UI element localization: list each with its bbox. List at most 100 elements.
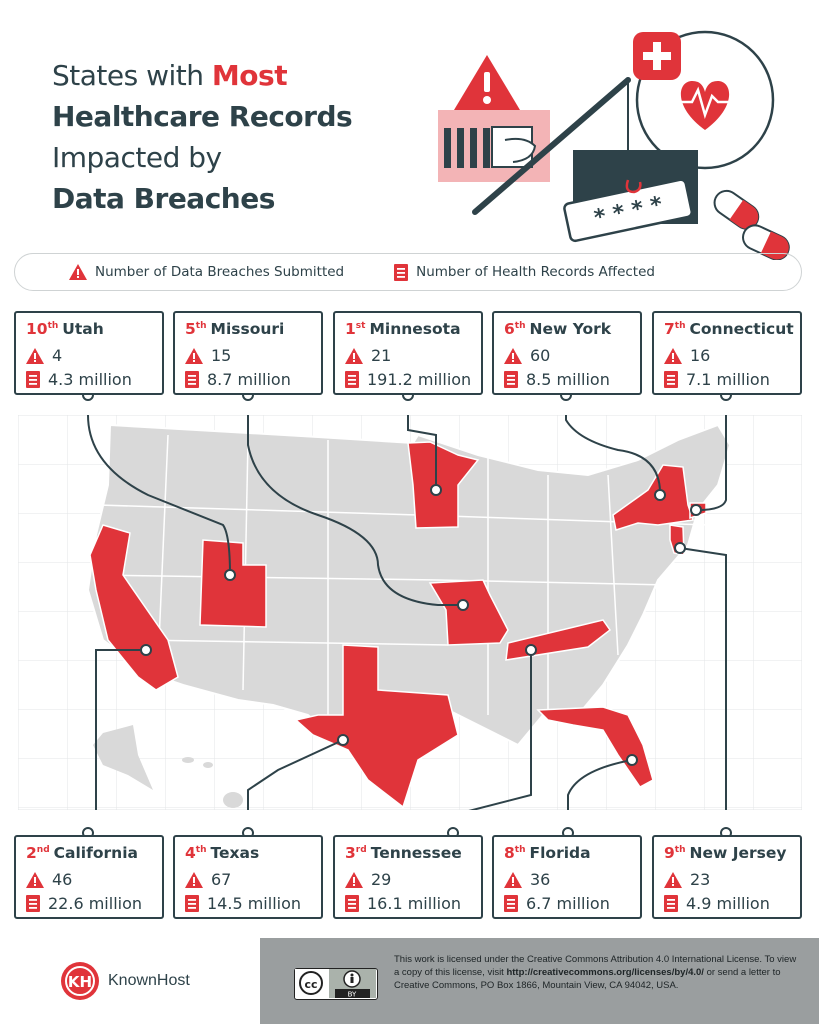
document-icon bbox=[394, 263, 409, 281]
us-map bbox=[18, 415, 802, 810]
legend-records-label: Number of Health Records Affected bbox=[416, 264, 655, 280]
cc-by-badge[interactable]: cc BY bbox=[294, 968, 378, 1000]
brand-logo[interactable]: KH KnownHost bbox=[60, 961, 190, 1001]
records-count: 4.9 million bbox=[686, 894, 770, 913]
document-icon bbox=[664, 371, 678, 388]
state-name: Texas bbox=[210, 844, 260, 862]
records-count: 8.7 million bbox=[207, 370, 291, 389]
warning-triangle-icon bbox=[69, 264, 87, 280]
legend: Number of Data Breaches Submitted Number… bbox=[14, 253, 802, 291]
warning-triangle-icon bbox=[26, 871, 44, 888]
rank-number: 2 bbox=[26, 844, 37, 862]
state-texas bbox=[294, 644, 459, 809]
license-line2: or send a letter to Creative Commons, PO… bbox=[394, 967, 781, 991]
state-missouri bbox=[428, 579, 509, 646]
breach-count: 23 bbox=[690, 870, 711, 889]
state-card-texas: 4th Texas 67 14.5 million bbox=[173, 835, 323, 919]
brand-name: KnownHost bbox=[108, 972, 190, 989]
warning-triangle-icon bbox=[664, 347, 682, 364]
legend-breaches-label: Number of Data Breaches Submitted bbox=[95, 264, 345, 280]
state-card-utah: 10th Utah 4 4.3 million bbox=[14, 311, 164, 395]
breach-count: 46 bbox=[52, 870, 73, 889]
state-name: Missouri bbox=[210, 320, 285, 338]
rank-number: 7 bbox=[664, 320, 675, 338]
rank-number: 1 bbox=[345, 320, 356, 338]
state-card-new-jersey: 9th New Jersey 23 4.9 million bbox=[652, 835, 802, 919]
state-name: Minnesota bbox=[369, 320, 461, 338]
state-florida bbox=[536, 706, 654, 788]
title-highlight: Most bbox=[211, 59, 288, 92]
rank-suffix: st bbox=[355, 321, 366, 331]
state-card-new-york: 6th New York 60 8.5 million bbox=[492, 311, 642, 395]
rank-suffix: th bbox=[514, 845, 526, 855]
state-name: New York bbox=[529, 320, 612, 338]
state-california bbox=[89, 524, 179, 691]
state-name: Tennessee bbox=[370, 844, 462, 862]
warning-triangle-icon bbox=[504, 347, 522, 364]
title-line1-a: States with bbox=[52, 59, 212, 92]
svg-text:KH: KH bbox=[68, 973, 92, 991]
document-icon bbox=[504, 895, 518, 912]
title-line3: Impacted by bbox=[52, 141, 222, 174]
breach-count: 67 bbox=[211, 870, 232, 889]
breach-count: 4 bbox=[52, 346, 63, 365]
warning-triangle-icon bbox=[454, 55, 520, 110]
document-icon bbox=[26, 371, 40, 388]
breach-count: 60 bbox=[530, 346, 551, 365]
rank-number: 8 bbox=[504, 844, 515, 862]
rank-suffix: th bbox=[47, 321, 59, 331]
state-name: Utah bbox=[62, 320, 104, 338]
state-name: Connecticut bbox=[689, 320, 794, 338]
rank-number: 9 bbox=[664, 844, 675, 862]
page-title: States with Most Healthcare Records Impa… bbox=[52, 55, 392, 219]
state-name: New Jersey bbox=[689, 844, 787, 862]
document-icon bbox=[664, 895, 678, 912]
warning-triangle-icon bbox=[185, 871, 203, 888]
state-name: Florida bbox=[529, 844, 591, 862]
title-line2: Healthcare Records bbox=[52, 100, 353, 133]
creative-commons-icon: cc BY bbox=[295, 969, 376, 999]
records-count: 4.3 million bbox=[48, 370, 132, 389]
records-count: 7.1 million bbox=[686, 370, 770, 389]
records-count: 8.5 million bbox=[526, 370, 610, 389]
license-line1: This work is licensed under the Creative… bbox=[394, 954, 797, 978]
records-count: 16.1 million bbox=[367, 894, 462, 913]
legend-breaches: Number of Data Breaches Submitted bbox=[69, 264, 344, 280]
breach-count: 16 bbox=[690, 346, 711, 365]
warning-triangle-icon bbox=[185, 347, 203, 364]
rank-suffix: th bbox=[674, 845, 686, 855]
state-utah bbox=[199, 539, 267, 628]
records-count: 22.6 million bbox=[48, 894, 143, 913]
license-link[interactable]: http://creativecommons.org/licenses/by/4… bbox=[506, 967, 704, 978]
document-icon bbox=[345, 371, 359, 388]
rank-number: 10 bbox=[26, 320, 48, 338]
rank-suffix: th bbox=[674, 321, 686, 331]
legend-records: Number of Health Records Affected bbox=[394, 263, 655, 281]
warning-triangle-icon bbox=[345, 347, 363, 364]
warning-triangle-icon bbox=[26, 347, 44, 364]
breach-count: 15 bbox=[211, 346, 232, 365]
title-line4: Data Breaches bbox=[52, 182, 275, 215]
state-card-florida: 8th Florida 36 6.7 million bbox=[492, 835, 642, 919]
state-card-minnesota: 1st Minnesota 21 191.2 million bbox=[333, 311, 483, 395]
alaska bbox=[93, 725, 153, 790]
breach-count: 21 bbox=[371, 346, 392, 365]
hawaii bbox=[182, 757, 243, 808]
rank-suffix: th bbox=[514, 321, 526, 331]
license-text: This work is licensed under the Creative… bbox=[394, 953, 804, 992]
svg-text:BY: BY bbox=[348, 991, 357, 999]
state-card-connecticut: 7th Connecticut 16 7.1 million bbox=[652, 311, 802, 395]
state-card-missouri: 5th Missouri 15 8.7 million bbox=[173, 311, 323, 395]
records-count: 191.2 million bbox=[367, 370, 472, 389]
knownhost-logo-icon: KH bbox=[61, 962, 99, 1000]
rank-number: 3 bbox=[345, 844, 356, 862]
rank-suffix: th bbox=[195, 845, 207, 855]
records-count: 6.7 million bbox=[526, 894, 610, 913]
records-count: 14.5 million bbox=[207, 894, 302, 913]
warning-triangle-icon bbox=[345, 871, 363, 888]
rank-suffix: th bbox=[195, 321, 207, 331]
document-icon bbox=[185, 371, 199, 388]
rank-number: 6 bbox=[504, 320, 515, 338]
document-icon bbox=[345, 895, 359, 912]
rank-number: 5 bbox=[185, 320, 196, 338]
